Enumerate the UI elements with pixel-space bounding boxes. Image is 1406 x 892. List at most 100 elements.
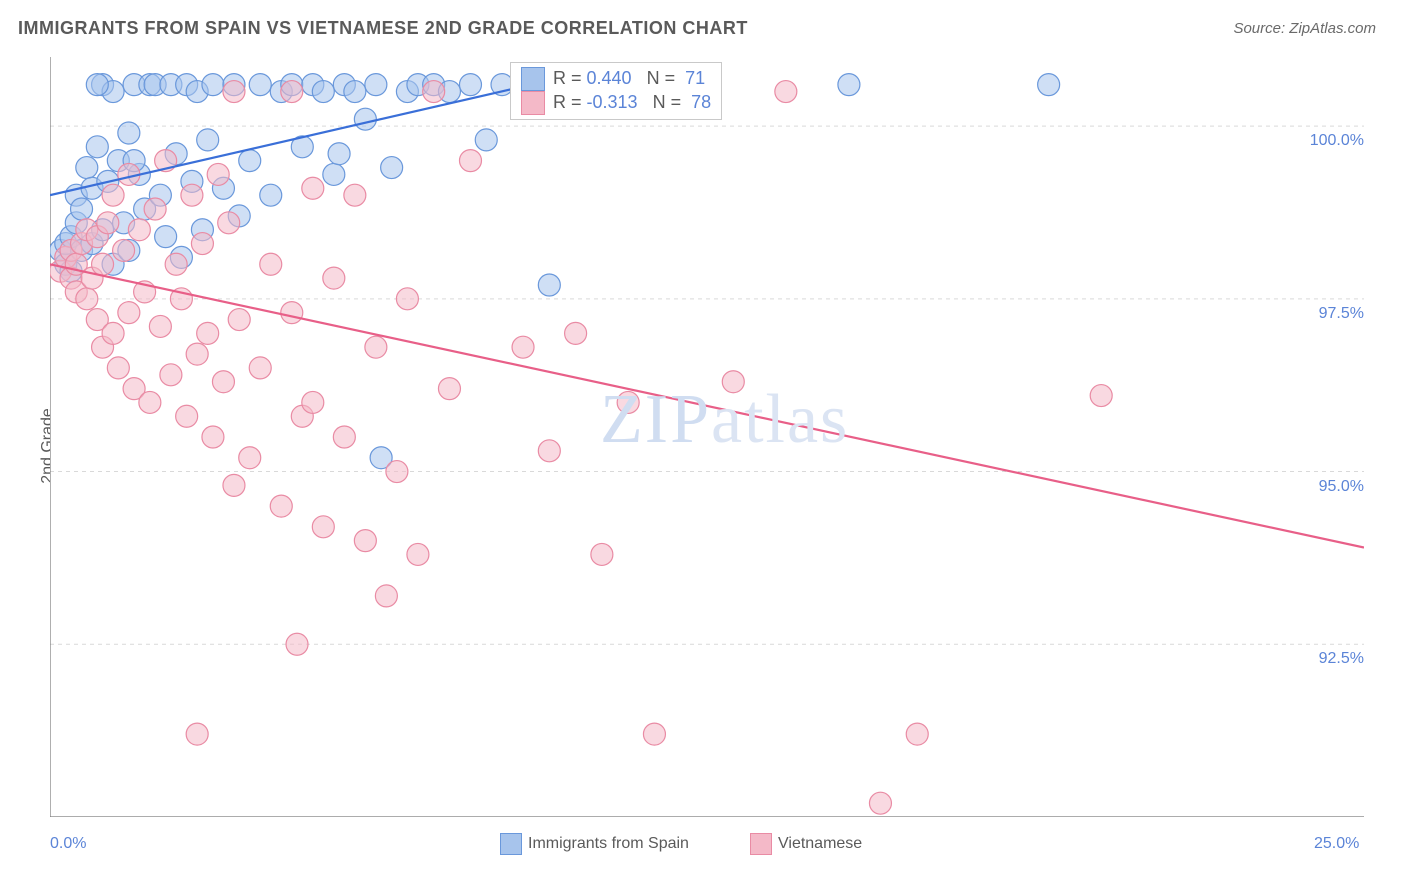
- data-point: [869, 792, 891, 814]
- data-point: [197, 322, 219, 344]
- data-point: [459, 74, 481, 96]
- legend-item: Vietnamese: [750, 833, 862, 855]
- y-tick: 97.5%: [1304, 305, 1364, 323]
- stats-row: R = -0.313 N = 78: [521, 91, 711, 115]
- data-point: [1090, 385, 1112, 407]
- correlation-stats-box: R = 0.440 N = 71R = -0.313 N = 78: [510, 62, 722, 120]
- data-point: [155, 226, 177, 248]
- data-point: [76, 288, 98, 310]
- data-point: [396, 288, 418, 310]
- data-point: [354, 530, 376, 552]
- data-point: [365, 74, 387, 96]
- data-point: [423, 81, 445, 103]
- data-point: [176, 405, 198, 427]
- data-point: [270, 495, 292, 517]
- legend-label: Vietnamese: [778, 835, 862, 852]
- data-point: [202, 426, 224, 448]
- data-point: [538, 440, 560, 462]
- data-point: [197, 129, 219, 151]
- source-attribution: Source: ZipAtlas.com: [1233, 20, 1376, 37]
- r-value: 0.440: [587, 68, 632, 88]
- data-point: [228, 309, 250, 331]
- data-point: [354, 108, 376, 130]
- data-point: [438, 378, 460, 400]
- data-point: [118, 122, 140, 144]
- data-point: [223, 474, 245, 496]
- stats-swatch: [521, 91, 545, 115]
- legend-swatch: [750, 833, 772, 855]
- data-point: [312, 516, 334, 538]
- data-point: [128, 219, 150, 241]
- data-point: [328, 143, 350, 165]
- data-point: [181, 184, 203, 206]
- data-point: [538, 274, 560, 296]
- data-point: [260, 253, 282, 275]
- data-point: [381, 157, 403, 179]
- data-point: [344, 81, 366, 103]
- legend-label: Immigrants from Spain: [528, 835, 689, 852]
- data-point: [239, 447, 261, 469]
- data-point: [906, 723, 928, 745]
- data-point: [92, 253, 114, 275]
- data-point: [107, 357, 129, 379]
- data-point: [160, 364, 182, 386]
- data-point: [260, 184, 282, 206]
- chart-title: IMMIGRANTS FROM SPAIN VS VIETNAMESE 2ND …: [18, 18, 748, 39]
- data-point: [323, 267, 345, 289]
- data-point: [76, 157, 98, 179]
- data-point: [97, 212, 119, 234]
- data-point: [475, 129, 497, 151]
- data-point: [302, 391, 324, 413]
- data-point: [207, 163, 229, 185]
- y-tick: 100.0%: [1304, 132, 1364, 150]
- data-point: [281, 302, 303, 324]
- data-point: [365, 336, 387, 358]
- y-tick: 92.5%: [1304, 650, 1364, 668]
- data-point: [1038, 74, 1060, 96]
- data-point: [102, 322, 124, 344]
- x-tick: 0.0%: [50, 835, 86, 853]
- data-point: [202, 74, 224, 96]
- data-point: [239, 150, 261, 172]
- data-point: [286, 633, 308, 655]
- data-point: [118, 302, 140, 324]
- data-point: [344, 184, 366, 206]
- data-point: [591, 543, 613, 565]
- data-point: [302, 177, 324, 199]
- data-point: [249, 357, 271, 379]
- data-point: [86, 136, 108, 158]
- n-value: 78: [691, 92, 711, 112]
- data-point: [281, 81, 303, 103]
- data-point: [186, 723, 208, 745]
- r-value: -0.313: [587, 92, 638, 112]
- data-point: [71, 198, 93, 220]
- data-point: [223, 81, 245, 103]
- x-tick: 25.0%: [1314, 835, 1359, 853]
- data-point: [186, 343, 208, 365]
- data-point: [838, 74, 860, 96]
- data-point: [149, 315, 171, 337]
- data-point: [191, 233, 213, 255]
- data-point: [375, 585, 397, 607]
- data-point: [139, 391, 161, 413]
- data-point: [386, 461, 408, 483]
- data-point: [102, 184, 124, 206]
- data-point: [165, 253, 187, 275]
- data-point: [775, 81, 797, 103]
- data-point: [512, 336, 534, 358]
- data-point: [212, 371, 234, 393]
- data-point: [86, 74, 108, 96]
- data-point: [323, 163, 345, 185]
- data-point: [565, 322, 587, 344]
- data-point: [643, 723, 665, 745]
- stats-row: R = 0.440 N = 71: [521, 67, 711, 91]
- n-value: 71: [685, 68, 705, 88]
- legend-swatch: [500, 833, 522, 855]
- data-point: [113, 239, 135, 261]
- y-tick: 95.0%: [1304, 478, 1364, 496]
- data-point: [459, 150, 481, 172]
- data-point: [617, 391, 639, 413]
- scatter-plot: [50, 57, 1364, 817]
- data-point: [249, 74, 271, 96]
- data-point: [144, 198, 166, 220]
